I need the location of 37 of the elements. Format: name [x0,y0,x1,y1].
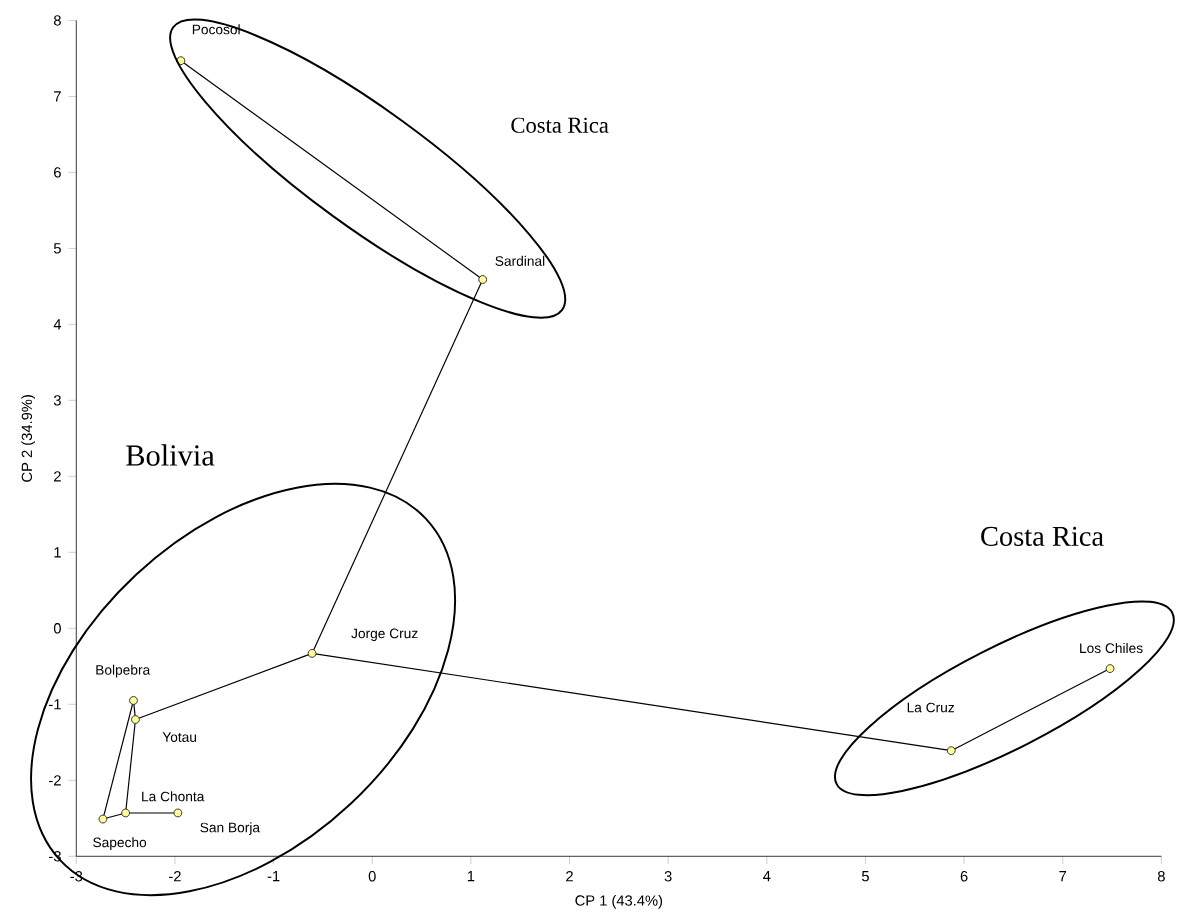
y-tick-label: 6 [54,167,61,178]
annotation: Pocosol [192,24,240,35]
y-tick-label: 0 [53,623,61,634]
y-tick-label: 5 [53,243,61,254]
annotation: Sapecho [93,837,147,850]
x-tick-label: 1 [467,870,475,882]
x-tick-label: 3 [664,870,672,882]
annotation: Bolpebra [96,664,151,678]
annotation: Sardinal [495,255,545,266]
x-tick-label: 6 [960,870,968,882]
annotation: Bolivia [126,444,215,466]
annotation: Costa Rica [981,526,1104,546]
y-tick-label: 2 [54,471,61,482]
y-tick-label: -1 [49,699,61,710]
x-tick-label: 5 [861,870,869,882]
x-tick-label: 4 [763,870,771,882]
x-tick-label: 2 [566,870,573,882]
y-tick-label: 3 [53,395,61,406]
y-tick-label: -2 [49,775,61,786]
annotation: Costa Rica [511,117,609,133]
y-tick-label: 8 [53,15,61,26]
y-tick-label: 1 [54,547,61,558]
annotation: Los Chiles [1080,642,1143,653]
x-tick-label: -1 [267,870,280,882]
x-tick-label: 8 [1157,870,1165,882]
annotation: La Cruz [907,702,955,713]
y-axis-title: CP 2 (34.9%) [21,395,35,482]
annotation: San Borja [200,822,261,835]
x-tick-label: 7 [1059,870,1067,882]
annotation: La Chonta [142,791,205,802]
y-tick-label: 4 [53,319,62,330]
y-tick-label: 7 [54,91,61,102]
x-axis-title: CP 1 (43.4%) [575,894,663,909]
annotation: Yotau [162,732,197,742]
annotation: Jorge Cruz [351,628,418,641]
x-tick-label: -2 [169,870,181,882]
x-tick-label: 0 [368,870,376,882]
